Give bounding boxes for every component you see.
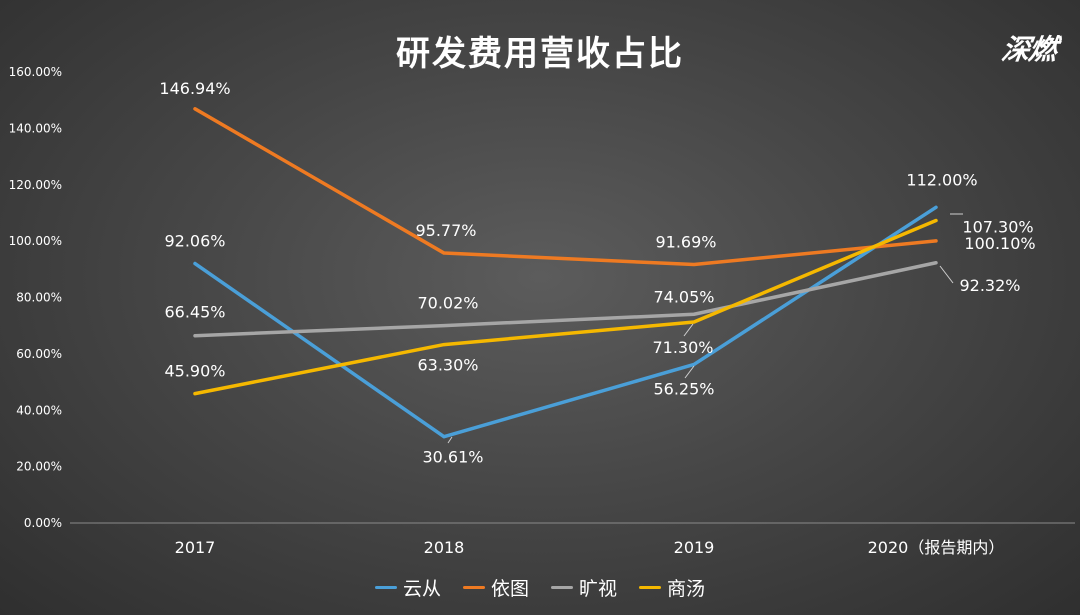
- data-label: 63.30%: [417, 356, 478, 375]
- legend-item-yuncong[interactable]: 云从: [374, 574, 441, 601]
- x-tick-label: 2018: [424, 538, 465, 557]
- data-point: [442, 324, 446, 328]
- data-point: [193, 334, 197, 338]
- legend-label-shangtang: 商汤: [667, 578, 706, 600]
- y-tick-label: 60.00%: [16, 347, 62, 361]
- series-line-0: [193, 205, 938, 439]
- data-point: [692, 362, 696, 366]
- series-line-1: [193, 107, 938, 267]
- y-tick-label: 160.00%: [9, 65, 62, 79]
- data-label: 92.32%: [959, 276, 1020, 295]
- legend-label-yuncong: 云从: [402, 578, 441, 600]
- data-label: 74.05%: [653, 287, 714, 306]
- data-point: [442, 343, 446, 347]
- label-leader-line: [447, 436, 453, 444]
- data-label: 45.90%: [164, 362, 225, 381]
- data-point: [442, 251, 446, 255]
- label-leader-line: [684, 365, 695, 379]
- y-tick-label: 120.00%: [9, 178, 62, 192]
- legend-label-kuangshi: 旷视: [579, 578, 618, 600]
- legend-swatch-yitu: [462, 586, 485, 589]
- legend-swatch-kuangshi: [551, 586, 573, 589]
- x-tick-label: 2019: [674, 538, 715, 557]
- data-label: 70.02%: [417, 294, 478, 313]
- x-tick-label: 2020（报告期内）: [868, 538, 1005, 557]
- data-point: [934, 205, 938, 209]
- data-label: 146.94%: [159, 79, 230, 98]
- y-tick-label: 40.00%: [16, 403, 62, 417]
- legend-swatch-yuncong: [374, 586, 397, 589]
- legend-item-yitu[interactable]: 依图: [462, 574, 529, 601]
- y-tick-label: 0.00%: [24, 516, 62, 530]
- data-label: 71.30%: [652, 338, 713, 357]
- data-point: [442, 435, 446, 439]
- chart-title: 研发费用营收占比: [396, 34, 684, 74]
- y-tick-label: 20.00%: [16, 460, 62, 474]
- data-point: [193, 262, 197, 266]
- legend-label-yitu: 依图: [490, 578, 529, 600]
- x-tick-label: 2017: [175, 538, 216, 557]
- data-point: [193, 107, 197, 111]
- data-label: 100.10%: [964, 234, 1035, 253]
- y-tick-label: 100.00%: [9, 234, 62, 248]
- data-label: 56.25%: [653, 379, 714, 398]
- data-label: 30.61%: [422, 448, 483, 467]
- data-point: [692, 320, 696, 324]
- series-line-3: [193, 218, 938, 396]
- data-point: [692, 263, 696, 267]
- data-point: [934, 261, 938, 265]
- data-label: 66.45%: [164, 303, 225, 322]
- data-point: [934, 239, 938, 243]
- y-tick-label: 80.00%: [16, 291, 62, 305]
- label-leader-line: [683, 323, 694, 337]
- legend-item-shangtang[interactable]: 商汤: [639, 574, 705, 601]
- data-label: 92.06%: [164, 232, 225, 251]
- data-point: [934, 219, 938, 223]
- data-label: 107.30%: [962, 218, 1033, 237]
- data-label: 112.00%: [906, 170, 977, 189]
- series-line-2: [193, 261, 938, 338]
- label-leader-line: [939, 265, 954, 284]
- data-point: [193, 392, 197, 396]
- data-point: [692, 312, 696, 316]
- chart-legend: 云从 依图 旷视 商汤: [0, 574, 1080, 601]
- legend-swatch-shangtang: [639, 586, 662, 589]
- y-tick-label: 140.00%: [9, 121, 62, 135]
- legend-item-kuangshi[interactable]: 旷视: [551, 574, 617, 601]
- data-label: 91.69%: [655, 233, 716, 252]
- data-label: 95.77%: [415, 221, 476, 240]
